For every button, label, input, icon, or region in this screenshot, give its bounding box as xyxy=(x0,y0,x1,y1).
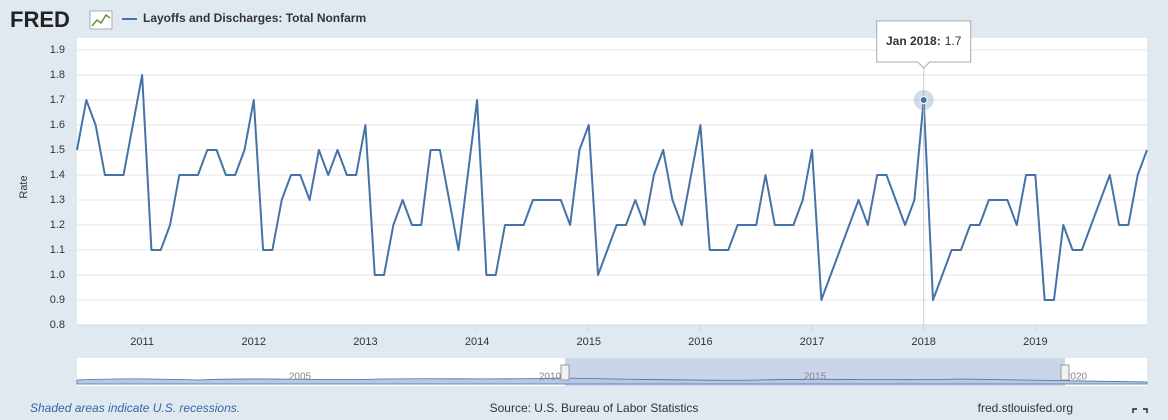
navigator-handle[interactable] xyxy=(1060,364,1070,381)
x-tick-label: 2015 xyxy=(576,336,600,348)
y-axis-label: Rate xyxy=(18,175,30,198)
fullscreen-icon[interactable] xyxy=(1132,408,1148,413)
recession-note: Shaded areas indicate U.S. recessions. xyxy=(30,401,240,415)
y-tick-label: 1.6 xyxy=(50,119,65,131)
tooltip-value: 1.7 xyxy=(945,34,962,48)
x-tick-label: 2019 xyxy=(1023,336,1047,348)
tooltip-text: Jan 2018: 1.7 xyxy=(886,34,962,48)
navigator-label: 2010 xyxy=(539,372,562,383)
site[interactable]: fred.stlouisfed.org xyxy=(978,401,1073,415)
y-tick-label: 1.7 xyxy=(50,94,65,106)
tooltip-date: Jan 2018: xyxy=(886,34,941,48)
x-tick-label: 2011 xyxy=(130,336,154,348)
tooltip: Jan 2018: 1.7 xyxy=(876,20,972,69)
x-tick-label: 2018 xyxy=(911,336,935,348)
y-tick-label: 1.3 xyxy=(50,194,65,206)
legend-label[interactable]: Layoffs and Discharges: Total Nonfarm xyxy=(143,11,366,25)
x-tick-label: 2014 xyxy=(465,336,489,348)
hover-point xyxy=(919,96,928,104)
tooltip-box xyxy=(876,20,972,69)
logo[interactable]: FRED xyxy=(10,7,70,32)
navigator-label: 2020 xyxy=(1065,372,1088,383)
y-tick-label: 1.2 xyxy=(50,219,65,231)
y-tick-label: 1.8 xyxy=(50,69,65,81)
navigator-label: 2005 xyxy=(289,372,312,383)
y-tick-label: 1.9 xyxy=(50,44,65,56)
y-tick-label: 1.4 xyxy=(50,169,65,181)
y-tick-label: 1.0 xyxy=(50,269,65,281)
y-tick-label: 0.8 xyxy=(50,319,65,331)
x-tick-label: 2012 xyxy=(242,336,266,348)
series-line xyxy=(76,74,1148,301)
x-tick-label: 2017 xyxy=(800,336,824,348)
x-tick-label: 2016 xyxy=(688,336,712,348)
navigator-handle[interactable] xyxy=(560,364,570,381)
logo-icon xyxy=(89,10,113,30)
navigator-label: 2015 xyxy=(804,372,827,383)
y-tick-label: 0.9 xyxy=(50,294,65,306)
source: Source: U.S. Bureau of Labor Statistics xyxy=(490,401,699,415)
plot-area xyxy=(77,38,1147,325)
y-tick-label: 1.1 xyxy=(50,244,65,256)
navigator-series xyxy=(76,377,1148,385)
x-tick-label: 2013 xyxy=(353,336,377,348)
y-tick-label: 1.5 xyxy=(50,144,65,156)
